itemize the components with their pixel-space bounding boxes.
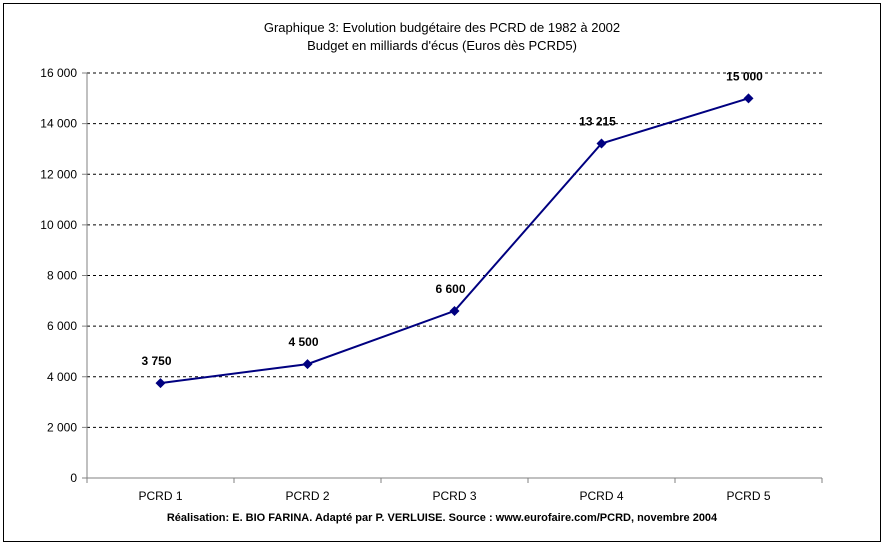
data-point (155, 378, 166, 389)
y-tick-label: 16 000 (40, 66, 77, 80)
data-label: 4 500 (288, 335, 318, 349)
y-tick-label: 12 000 (40, 167, 77, 181)
chart-footer: Réalisation: E. BIO FARINA. Adapté par P… (166, 512, 718, 524)
chart-title: Graphique 3: Evolution budgétaire des PC… (263, 20, 621, 35)
x-tick-label: PCRD 4 (579, 489, 623, 503)
data-point (596, 138, 607, 149)
x-tick-label: PCRD 2 (285, 489, 329, 503)
series-line (160, 97, 749, 385)
y-tick-label: 10 000 (40, 218, 77, 232)
y-tick-label: 8 000 (47, 269, 77, 283)
x-tick-labels: PCRD 1 PCRD 2 PCRD 3 PCRD 4 PCRD 5 (138, 489, 770, 503)
chart-subtitle: Budget en milliards d'écus (Euros dès PC… (307, 38, 577, 53)
x-tick-label: PCRD 3 (432, 489, 476, 503)
x-tick-label: PCRD 1 (138, 489, 182, 503)
data-labels: 3 750 4 500 6 600 13 215 15 000 (141, 69, 763, 368)
data-label: 15 000 (726, 69, 763, 83)
y-tick-label: 6 000 (47, 319, 77, 333)
data-label: 3 750 (141, 354, 171, 368)
data-point (449, 305, 460, 316)
y-tick-label: 4 000 (47, 370, 77, 384)
axes (82, 72, 823, 483)
chart-frame (3, 3, 881, 542)
data-label: 13 215 (579, 114, 616, 128)
data-point (743, 93, 754, 104)
y-tick-label: 14 000 (40, 117, 77, 131)
x-tick-label: PCRD 5 (726, 489, 770, 503)
y-tick-labels: 0 2 000 4 000 6 000 8 000 10 000 12 000 14 000 1… (40, 66, 77, 485)
y-tick-label: 0 (70, 471, 77, 485)
data-point (302, 359, 313, 370)
y-tick-label: 2 000 (47, 420, 77, 434)
series-layer (155, 93, 754, 389)
data-label: 6 600 (435, 282, 465, 296)
grid-lines (87, 72, 822, 428)
